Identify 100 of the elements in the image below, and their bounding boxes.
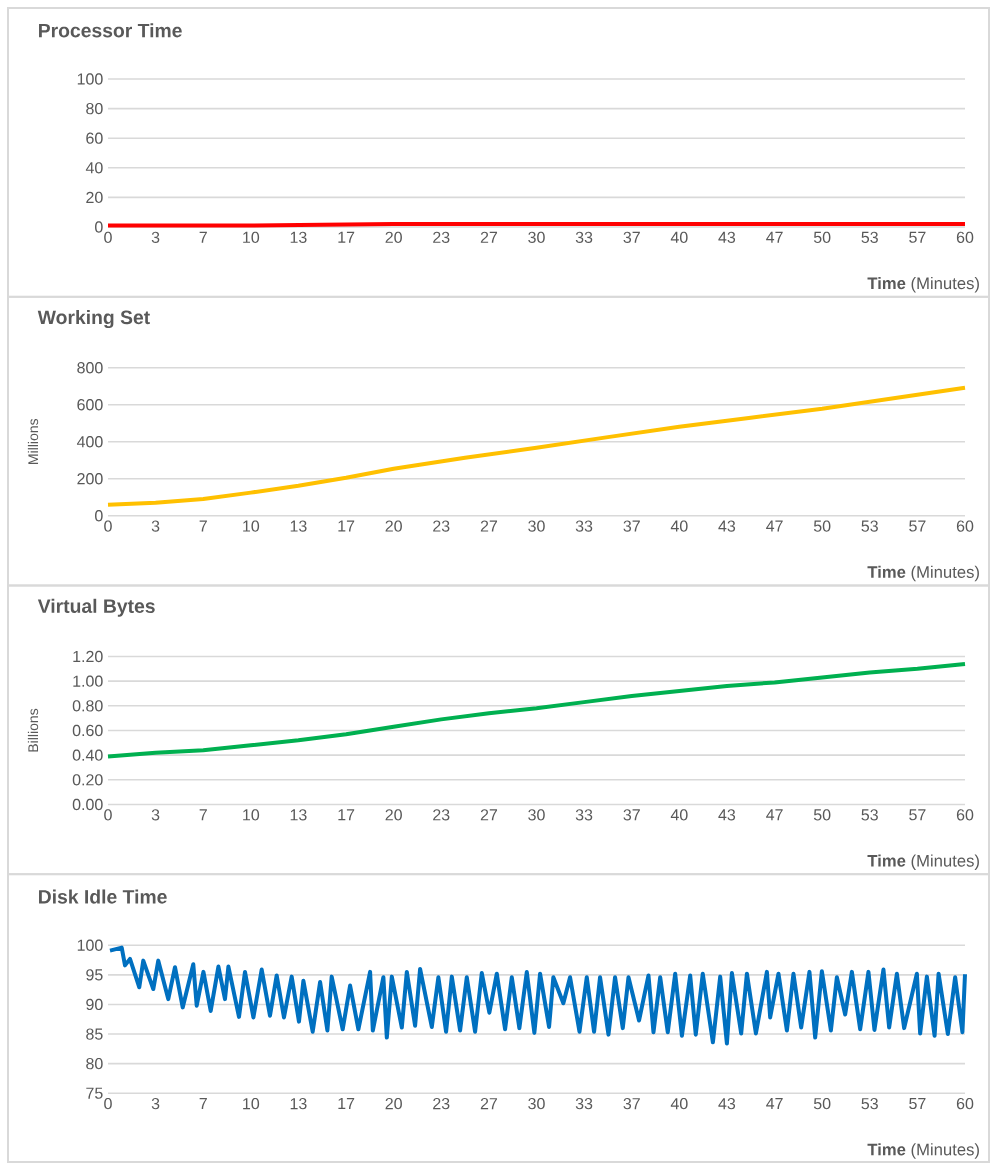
x-tick-label: 23 bbox=[433, 1097, 450, 1110]
chart-title: Working Set bbox=[37, 309, 150, 329]
x-tick-label: 47 bbox=[766, 520, 783, 532]
x-tick-label: 0 bbox=[104, 520, 112, 532]
x-tick-label: 57 bbox=[909, 809, 926, 821]
line-series bbox=[108, 945, 967, 1046]
y-tick-label: 1.00 bbox=[73, 675, 103, 687]
y-tick-label: 200 bbox=[77, 473, 103, 485]
x-axis-title: Time (Minutes) bbox=[867, 854, 979, 870]
x-tick-label: 33 bbox=[575, 520, 593, 532]
x-tick-label: 17 bbox=[338, 520, 355, 532]
x-tick-label: 30 bbox=[528, 1097, 545, 1110]
x-tick-label: 40 bbox=[670, 809, 688, 821]
x-tick-label: 30 bbox=[528, 231, 545, 244]
y-tick-label: 100 bbox=[77, 939, 103, 951]
x-tick-label: 17 bbox=[338, 809, 355, 821]
y-tick-label: 60 bbox=[86, 132, 103, 144]
x-tick-label: 37 bbox=[623, 520, 640, 532]
x-tick-label: 20 bbox=[385, 1097, 402, 1110]
chart-title: Virtual Bytes bbox=[37, 598, 155, 617]
x-tick-label: 17 bbox=[338, 1097, 355, 1109]
x-tick-label: 40 bbox=[670, 231, 688, 244]
x-tick-label: 7 bbox=[199, 809, 207, 821]
x-tick-label: 13 bbox=[290, 809, 307, 821]
y-tick-label: 40 bbox=[85, 162, 103, 174]
y-tick-label: 100 bbox=[77, 73, 103, 85]
x-tick-label: 37 bbox=[623, 1097, 640, 1110]
x-tick-label: 20 bbox=[385, 231, 402, 244]
x-tick-label: 53 bbox=[861, 520, 878, 532]
x-tick-label: 43 bbox=[718, 231, 736, 244]
x-tick-label: 50 bbox=[813, 520, 831, 532]
x-tick-label: 33 bbox=[575, 1097, 593, 1110]
x-tick-label: 47 bbox=[766, 809, 783, 821]
y-axis-title: Billions bbox=[27, 708, 39, 752]
x-tick-label: 50 bbox=[813, 231, 831, 244]
x-tick-label: 10 bbox=[243, 520, 260, 532]
x-tick-label: 57 bbox=[909, 231, 926, 243]
x-tick-label: 43 bbox=[718, 520, 736, 532]
y-tick-label: 95 bbox=[86, 969, 103, 981]
y-tick-label: 0 bbox=[95, 221, 103, 233]
y-tick-label: 0 bbox=[95, 510, 103, 522]
y-tick-label: 0.40 bbox=[72, 749, 103, 761]
x-tick-label: 23 bbox=[433, 231, 450, 244]
x-tick-label: 30 bbox=[528, 809, 545, 821]
x-tick-label: 13 bbox=[290, 231, 307, 244]
x-tick-label: 57 bbox=[909, 520, 926, 532]
y-tick-label: 600 bbox=[77, 399, 103, 411]
x-axis-title: Time (Minutes) bbox=[867, 565, 979, 582]
x-axis-title: Time (Minutes) bbox=[867, 1143, 979, 1159]
x-tick-label: 40 bbox=[670, 520, 688, 532]
x-tick-label: 60 bbox=[956, 231, 974, 244]
y-tick-label: 85 bbox=[86, 1028, 103, 1040]
x-tick-label: 13 bbox=[290, 520, 307, 532]
x-tick-label: 27 bbox=[480, 520, 498, 532]
x-tick-label: 53 bbox=[861, 1097, 878, 1110]
chart-title: Disk Idle Time bbox=[39, 889, 167, 904]
x-tick-label: 27 bbox=[480, 231, 498, 243]
x-tick-label: 60 bbox=[956, 520, 974, 532]
y-tick-label: 20 bbox=[86, 191, 103, 204]
y-tick-label: 80 bbox=[86, 1057, 103, 1070]
x-tick-label: 40 bbox=[670, 1097, 688, 1110]
x-tick-label: 0 bbox=[104, 231, 112, 244]
x-tick-label: 30 bbox=[528, 520, 545, 532]
x-tick-label: 3 bbox=[151, 231, 160, 244]
x-tick-label: 53 bbox=[861, 809, 878, 821]
x-tick-label: 33 bbox=[575, 231, 593, 244]
x-tick-label: 47 bbox=[766, 231, 783, 243]
x-tick-label: 13 bbox=[290, 1097, 307, 1110]
x-tick-label: 57 bbox=[909, 1097, 926, 1110]
y-tick-label: 0.20 bbox=[72, 774, 103, 786]
x-tick-label: 33 bbox=[575, 809, 593, 821]
y-tick-label: 0.60 bbox=[72, 724, 103, 737]
x-tick-label: 0 bbox=[104, 1097, 112, 1110]
y-tick-label: 90 bbox=[86, 998, 103, 1011]
x-tick-label: 43 bbox=[718, 1097, 736, 1110]
x-tick-label: 20 bbox=[385, 520, 402, 532]
x-tick-label: 53 bbox=[861, 231, 878, 244]
x-axis-title: Time (Minutes) bbox=[867, 276, 979, 293]
y-tick-label: 80 bbox=[86, 102, 103, 115]
x-tick-label: 50 bbox=[813, 809, 831, 821]
x-tick-label: 17 bbox=[338, 231, 355, 243]
x-tick-label: 0 bbox=[104, 809, 112, 821]
x-tick-label: 20 bbox=[385, 809, 402, 821]
x-tick-label: 3 bbox=[151, 809, 160, 821]
y-tick-label: 75 bbox=[86, 1087, 103, 1099]
x-tick-label: 60 bbox=[956, 809, 974, 821]
x-tick-label: 10 bbox=[243, 809, 260, 821]
x-tick-label: 43 bbox=[718, 809, 736, 821]
x-tick-label: 27 bbox=[480, 1097, 498, 1110]
y-tick-label: 0.80 bbox=[72, 700, 103, 712]
x-tick-label: 60 bbox=[956, 1097, 974, 1110]
x-tick-label: 10 bbox=[243, 231, 260, 244]
x-tick-label: 10 bbox=[243, 1097, 260, 1110]
x-tick-label: 7 bbox=[199, 1097, 207, 1109]
x-tick-label: 7 bbox=[199, 231, 207, 243]
line-series bbox=[106, 661, 967, 759]
x-tick-label: 37 bbox=[623, 231, 640, 244]
x-tick-label: 3 bbox=[151, 520, 160, 532]
x-tick-label: 23 bbox=[433, 520, 450, 532]
x-tick-label: 47 bbox=[766, 1097, 783, 1109]
